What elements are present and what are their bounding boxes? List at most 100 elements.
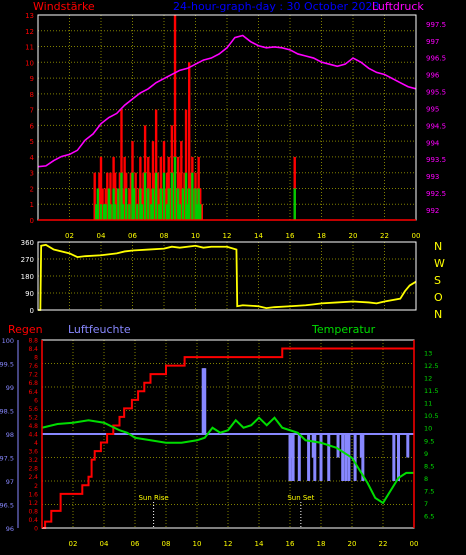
wind-bar <box>106 172 109 220</box>
humidity-y-tick-label: 96.5 <box>0 502 14 510</box>
temperature-title: Temperatur <box>311 323 376 336</box>
wind-bar <box>98 172 101 220</box>
wind-x-tick-label: 10 <box>191 232 200 240</box>
wind-label: Windstärke <box>33 0 95 13</box>
rain-y-tick-label: 6 <box>34 397 38 404</box>
wind-x-tick-label: 12 <box>223 232 232 240</box>
wind-gust-bar <box>140 204 144 220</box>
wind-bar <box>183 172 186 220</box>
wind-bar <box>123 156 126 220</box>
wind-x-tick-label: 18 <box>317 232 326 240</box>
rain-y-tick-label: 4.8 <box>28 423 38 430</box>
wind-gust-bar <box>195 204 199 220</box>
rain-y-tick-label: 5.2 <box>28 414 38 421</box>
wind-gust-bar <box>162 172 166 220</box>
wind-x-tick-label: 06 <box>128 232 137 240</box>
wind-bar <box>118 172 122 220</box>
wind-gust-bar <box>128 204 131 220</box>
wind-y-tick-label: 5 <box>30 138 34 146</box>
wind-gust-bar <box>191 172 194 220</box>
weather-x-tick-label: 12 <box>224 540 233 548</box>
pressure-y-tick-label: 997.5 <box>426 21 446 29</box>
wind-x-tick-label: 08 <box>160 232 169 240</box>
humidity-spike <box>347 434 351 481</box>
humidity-spike <box>345 434 349 458</box>
wind-y-tick-label: 10 <box>25 59 34 67</box>
wind-gust-bar <box>95 204 98 220</box>
wind-bar <box>173 15 177 220</box>
wind-gust-bar <box>104 204 107 220</box>
weather-x-tick-label: 10 <box>193 540 202 548</box>
wind-bar <box>178 172 181 220</box>
wind-gust-bar <box>139 188 142 220</box>
wind-gust-bar <box>170 172 174 220</box>
temperature-y-tick-label: 10.5 <box>424 412 438 420</box>
temperature-y-tick-label: 10 <box>424 425 432 433</box>
pressure-y-tick-label: 992 <box>426 207 439 215</box>
wind-bar <box>115 188 118 220</box>
wind-gust-bar <box>165 204 169 220</box>
wind-gust-bar <box>99 204 103 220</box>
humidity-spike <box>341 434 345 481</box>
humidity-spike <box>319 434 323 481</box>
temperature-y-tick-label: 9.5 <box>424 437 434 445</box>
wind-x-tick-label: 22 <box>380 232 389 240</box>
rain-y-tick-label: 3.6 <box>28 449 38 456</box>
wind-bar <box>188 62 191 220</box>
rain-y-tick-label: 3.2 <box>28 457 38 464</box>
wind-x-tick-label: 04 <box>97 232 106 240</box>
rain-y-tick-label: 8.4 <box>28 346 38 353</box>
wind-gust-bar <box>199 204 202 220</box>
weather-x-tick-label: 08 <box>162 540 171 548</box>
direction-y-tick-label: 0 <box>30 307 34 315</box>
temperature-y-tick-label: 8 <box>424 475 428 483</box>
wind-x-tick-label: 16 <box>286 232 295 240</box>
wind-bar <box>154 109 158 220</box>
rain-y-tick-label: 1.2 <box>28 500 38 507</box>
wind-gust-bar <box>197 188 200 220</box>
pressure-y-tick-label: 993 <box>426 173 439 181</box>
rain-y-tick-label: 6.8 <box>28 380 38 387</box>
rain-y-tick-label: 8 <box>34 355 38 362</box>
wind-gust-bar <box>184 172 188 220</box>
wind-gust-bar <box>136 204 139 220</box>
temperature-y-tick-label: 11 <box>424 400 432 408</box>
wind-bar <box>184 109 188 220</box>
temperature-y-tick-label: 12.5 <box>424 362 438 370</box>
temperature-y-tick-label: 8.5 <box>424 462 434 470</box>
humidity-y-tick-label: 96 <box>6 525 14 533</box>
humidity-spike <box>359 434 363 458</box>
temperature-y-tick-label: 7.5 <box>424 487 434 495</box>
wind-bar <box>192 188 196 220</box>
rain-y-tick-label: 0.8 <box>28 508 38 515</box>
pressure-y-tick-label: 993.5 <box>426 156 446 164</box>
graph-title: 24-hour-graph-day : 30 October 2023 <box>173 0 380 13</box>
pressure-label: Luftdruck <box>372 0 424 13</box>
temperature-y-tick-label: 13 <box>424 350 432 358</box>
wind-bar <box>148 172 152 220</box>
wind-bar <box>189 172 192 220</box>
compass-label: W <box>434 257 445 270</box>
wind-gust-bar <box>113 204 117 220</box>
rain-y-tick-label: 6.4 <box>28 389 38 396</box>
sun-rise-label: Sun Rise <box>138 494 168 502</box>
compass-label: N <box>434 240 442 253</box>
wind-y-tick-label: 0 <box>30 217 34 225</box>
wind-bar <box>120 109 123 220</box>
wind-x-tick-label: 02 <box>65 232 74 240</box>
rain-y-tick-label: 1.6 <box>28 491 38 498</box>
rain-y-tick-label: 7.6 <box>28 363 38 370</box>
humidity-spike <box>336 434 340 458</box>
rain-y-tick-label: 0.4 <box>28 517 38 524</box>
wind-gust-bar <box>293 188 296 220</box>
wind-gust-bar <box>121 204 125 220</box>
wind-bar <box>151 141 155 220</box>
wind-gust-bar <box>131 172 134 220</box>
wind-gust-bar <box>154 172 158 220</box>
humidity-spike <box>291 434 295 481</box>
pressure-y-tick-label: 995 <box>426 105 439 113</box>
wind-x-tick-label: 14 <box>254 232 263 240</box>
wind-bar <box>101 188 104 220</box>
